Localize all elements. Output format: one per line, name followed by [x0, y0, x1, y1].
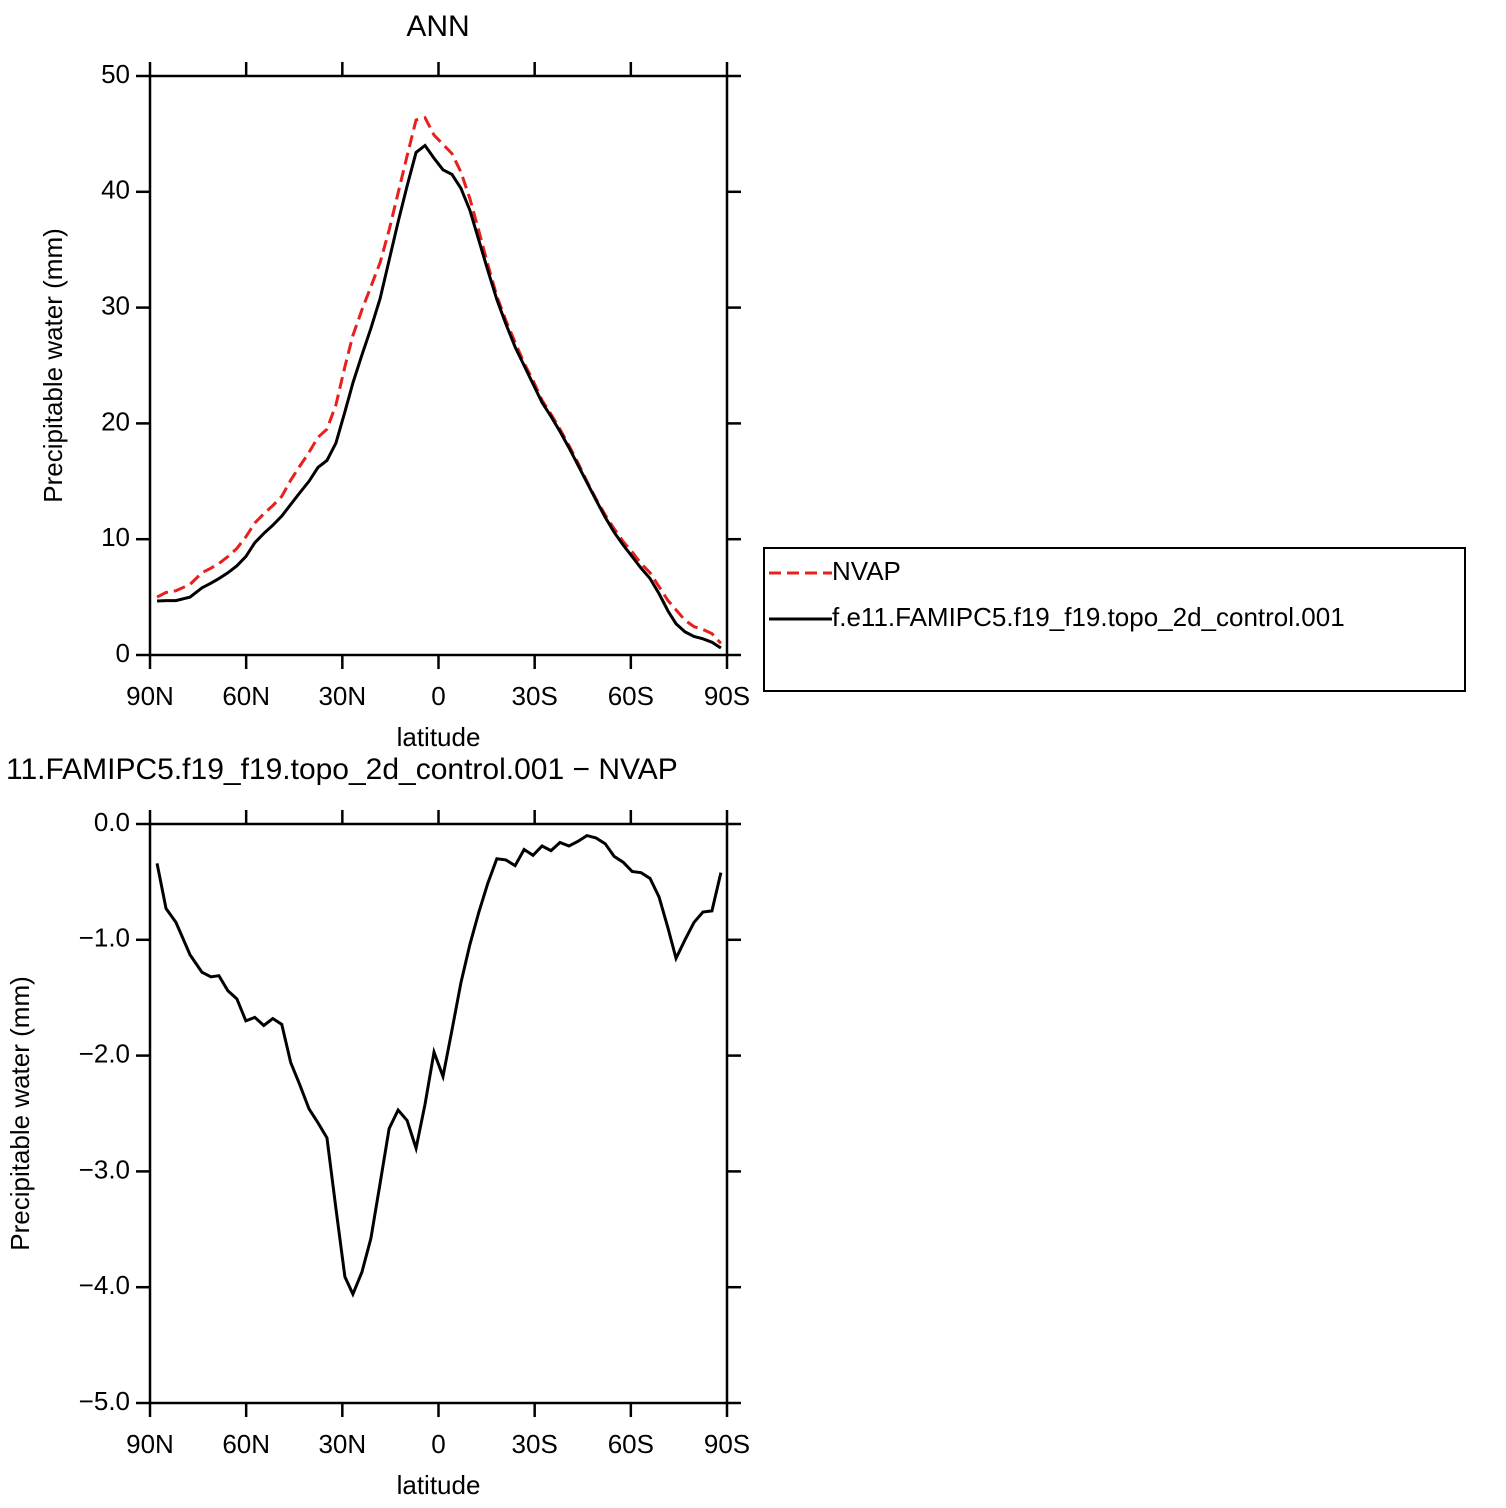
y-tick-label: −2.0 [79, 1038, 130, 1068]
x-tick-label: 90S [704, 681, 750, 711]
x-tick-label: 90N [126, 681, 174, 711]
x-tick-label: 60S [608, 681, 654, 711]
x-axis-label: latitude [397, 1470, 481, 1500]
x-tick-label: 0 [431, 1429, 445, 1459]
legend: NVAP f.e11.FAMIPC5.f19_f19.topo_2d_contro… [763, 547, 1466, 692]
y-tick-label: 40 [101, 175, 130, 205]
data-line [155, 833, 723, 1298]
y-axis-label: Precipitable water (mm) [38, 228, 68, 503]
x-tick-label: 0 [431, 681, 445, 711]
x-tick-label: 60S [608, 1429, 654, 1459]
chart-title: ANN [406, 10, 469, 43]
x-tick-label: 30N [318, 1429, 366, 1459]
chart-panel: ANN 0 10 20 30 40 50 90N 60N 30N 0 30S 60S 90S latitud… [38, 10, 750, 752]
legend-label: NVAP [832, 556, 901, 586]
y-tick-label: −3.0 [79, 1154, 130, 1184]
chart-title: 11.FAMIPC5.f19_f19.topo_2d_control.001 −… [6, 753, 678, 786]
x-tick-label: 90N [126, 1429, 174, 1459]
y-tick-label: 10 [101, 522, 130, 552]
x-tick-label: 60N [222, 1429, 270, 1459]
y-tick-label: −1.0 [79, 923, 130, 953]
x-tick-label: 90S [704, 1429, 750, 1459]
x-tick-label: 60N [222, 681, 270, 711]
y-tick-label: −5.0 [79, 1386, 130, 1416]
data-line [156, 143, 722, 650]
y-tick-label: 50 [101, 59, 130, 89]
x-axis-label: latitude [397, 722, 481, 752]
y-axis-label: Precipitable water (mm) [5, 976, 35, 1251]
chart-panel: 11.FAMIPC5.f19_f19.topo_2d_control.001 −… [5, 753, 750, 1500]
y-tick-label: 0.0 [94, 807, 130, 837]
x-tick-label: 30S [512, 681, 558, 711]
x-tick-label: 30N [318, 681, 366, 711]
plot-frame [148, 822, 729, 1405]
y-tick-label: 30 [101, 290, 130, 320]
y-tick-label: 20 [101, 406, 130, 436]
x-tick-label: 30S [512, 1429, 558, 1459]
y-tick-label: −4.0 [79, 1270, 130, 1300]
data-line [156, 115, 723, 645]
y-tick-label: 0 [116, 638, 130, 668]
legend-label: f.e11.FAMIPC5.f19_f19.topo_2d_control.00… [832, 602, 1345, 632]
legend-box [763, 547, 1466, 692]
